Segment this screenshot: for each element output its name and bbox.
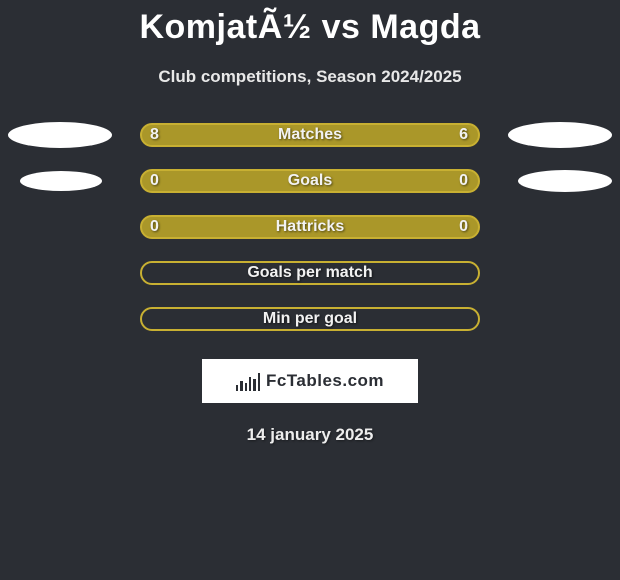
player-ellipse-left — [20, 171, 102, 191]
player-ellipse-right — [518, 170, 612, 192]
fctables-logo: FcTables.com — [202, 359, 418, 403]
stat-row: Hattricks00 — [0, 215, 620, 261]
stat-bar — [140, 215, 480, 239]
page-title: KomjatÃ½ vs Magda — [0, 0, 620, 47]
stat-bar — [140, 261, 480, 285]
icon-bar — [245, 383, 247, 391]
icon-bar — [253, 379, 255, 391]
bar-chart-icon — [236, 371, 260, 391]
player-ellipse-left — [8, 122, 112, 148]
stat-bar — [140, 169, 480, 193]
stat-row: Min per goal — [0, 307, 620, 353]
stat-row: Goals per match — [0, 261, 620, 307]
icon-bar — [258, 373, 260, 391]
date-label: 14 january 2025 — [0, 425, 620, 445]
subtitle: Club competitions, Season 2024/2025 — [0, 67, 620, 87]
stat-bar — [140, 307, 480, 331]
stat-bar — [140, 123, 480, 147]
stat-row: Matches86 — [0, 123, 620, 169]
icon-bar — [240, 381, 242, 391]
player-ellipse-right — [508, 122, 612, 148]
icon-bar — [249, 377, 251, 391]
stat-row: Goals00 — [0, 169, 620, 215]
stats-rows: Matches86Goals00Hattricks00Goals per mat… — [0, 123, 620, 353]
icon-bar — [236, 385, 238, 391]
logo-text: FcTables.com — [266, 371, 384, 391]
